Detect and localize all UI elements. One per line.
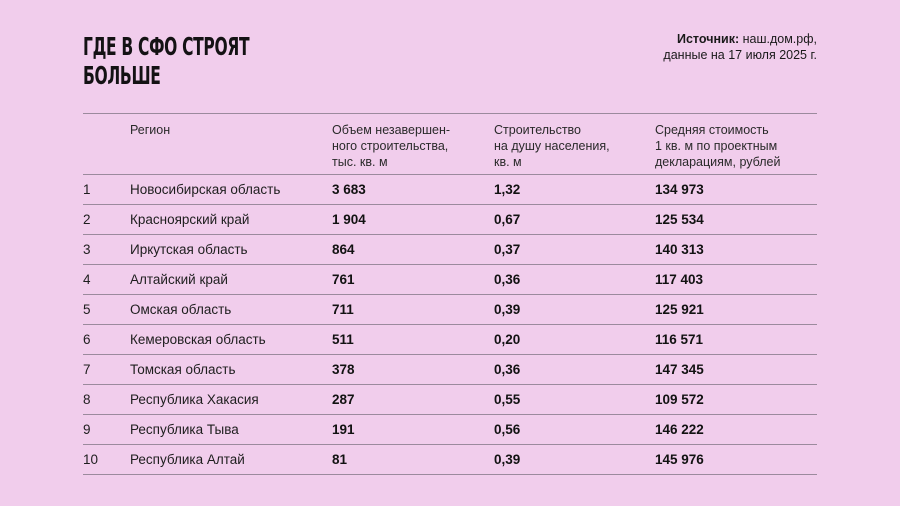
source-date: данные на 17 июля 2025 г.	[663, 48, 817, 62]
source-label: Источник:	[677, 32, 740, 46]
source-note: Источник: наш.дом.рф, данные на 17 июля …	[663, 31, 817, 63]
cell-rank: 8	[83, 392, 91, 407]
cell-rank: 5	[83, 302, 91, 317]
table-row: 1 Новосибирская область 3 683 1,32 134 9…	[83, 175, 817, 205]
cell-rank: 9	[83, 422, 91, 437]
title-line-1: ГДЕ В СФО СТРОЯТ	[83, 32, 250, 61]
cell-volume: 3 683	[332, 182, 366, 197]
cell-avg-cost: 116 571	[655, 332, 704, 347]
cell-rank: 3	[83, 242, 91, 257]
cell-per-capita: 0,55	[494, 392, 521, 407]
table-row: 4 Алтайский край 761 0,36 117 403	[83, 265, 817, 295]
header-per-capita: Строительство на душу населения, кв. м	[494, 123, 610, 169]
cell-avg-cost: 146 222	[655, 422, 704, 437]
cell-rank: 2	[83, 212, 91, 227]
cell-region: Алтайский край	[130, 272, 228, 287]
cell-region: Томская область	[130, 362, 236, 377]
cell-per-capita: 0,67	[494, 212, 521, 227]
cell-volume: 191	[332, 422, 355, 437]
title-line-2: БОЛЬШЕ	[83, 61, 161, 90]
source-line-1: Источник: наш.дом.рф,	[663, 31, 817, 47]
header-rank	[83, 122, 130, 174]
table-row: 3 Иркутская область 864 0,37 140 313	[83, 235, 817, 265]
header-region: Регион	[130, 123, 171, 137]
cell-per-capita: 0,37	[494, 242, 521, 257]
cell-rank: 7	[83, 362, 91, 377]
cell-per-capita: 0,56	[494, 422, 521, 437]
header-avg-cost: Средняя стоимость 1 кв. м по проектным д…	[655, 123, 781, 169]
cell-volume: 1 904	[332, 212, 366, 227]
cell-volume: 711	[332, 302, 354, 317]
table-header: Регион Объем незавершен- ного строительс…	[83, 114, 817, 175]
table-row: 10 Республика Алтай 81 0,39 145 976	[83, 445, 817, 475]
cell-volume: 81	[332, 452, 348, 467]
cell-per-capita: 0,39	[494, 452, 521, 467]
cell-volume: 761	[332, 272, 355, 287]
cell-rank: 1	[83, 182, 91, 197]
cell-per-capita: 0,39	[494, 302, 521, 317]
cell-avg-cost: 145 976	[655, 452, 704, 467]
cell-avg-cost: 117 403	[655, 272, 704, 287]
cell-avg-cost: 109 572	[655, 392, 704, 407]
cell-per-capita: 0,36	[494, 362, 521, 377]
cell-region: Республика Алтай	[130, 452, 245, 467]
source-value: наш.дом.рф,	[739, 32, 817, 46]
cell-per-capita: 0,20	[494, 332, 521, 347]
cell-per-capita: 0,36	[494, 272, 521, 287]
cell-region: Республика Хакасия	[130, 392, 259, 407]
cell-avg-cost: 125 921	[655, 302, 704, 317]
table-row: 7 Томская область 378 0,36 147 345	[83, 355, 817, 385]
regions-table: Регион Объем незавершен- ного строительс…	[83, 113, 817, 475]
cell-region: Новосибирская область	[130, 182, 281, 197]
cell-avg-cost: 147 345	[655, 362, 704, 377]
page-title: ГДЕ В СФО СТРОЯТ БОЛЬШЕ	[83, 32, 250, 90]
cell-volume: 511	[332, 332, 354, 347]
cell-avg-cost: 134 973	[655, 182, 704, 197]
cell-per-capita: 1,32	[494, 182, 521, 197]
cell-region: Красноярский край	[130, 212, 250, 227]
cell-avg-cost: 125 534	[655, 212, 704, 227]
cell-volume: 864	[332, 242, 355, 257]
table-row: 8 Республика Хакасия 287 0,55 109 572	[83, 385, 817, 415]
table-row: 5 Омская область 711 0,39 125 921	[83, 295, 817, 325]
table-row: 2 Красноярский край 1 904 0,67 125 534	[83, 205, 817, 235]
cell-volume: 287	[332, 392, 355, 407]
cell-region: Иркутская область	[130, 242, 248, 257]
cell-region: Омская область	[130, 302, 232, 317]
table-row: 9 Республика Тыва 191 0,56 146 222	[83, 415, 817, 445]
cell-volume: 378	[332, 362, 355, 377]
cell-rank: 10	[83, 452, 99, 467]
cell-rank: 6	[83, 332, 91, 347]
cell-rank: 4	[83, 272, 91, 287]
cell-region: Республика Тыва	[130, 422, 239, 437]
table-row: 6 Кемеровская область 511 0,20 116 571	[83, 325, 817, 355]
cell-avg-cost: 140 313	[655, 242, 704, 257]
cell-region: Кемеровская область	[130, 332, 266, 347]
header-volume: Объем незавершен- ного строительства, ты…	[332, 123, 451, 169]
